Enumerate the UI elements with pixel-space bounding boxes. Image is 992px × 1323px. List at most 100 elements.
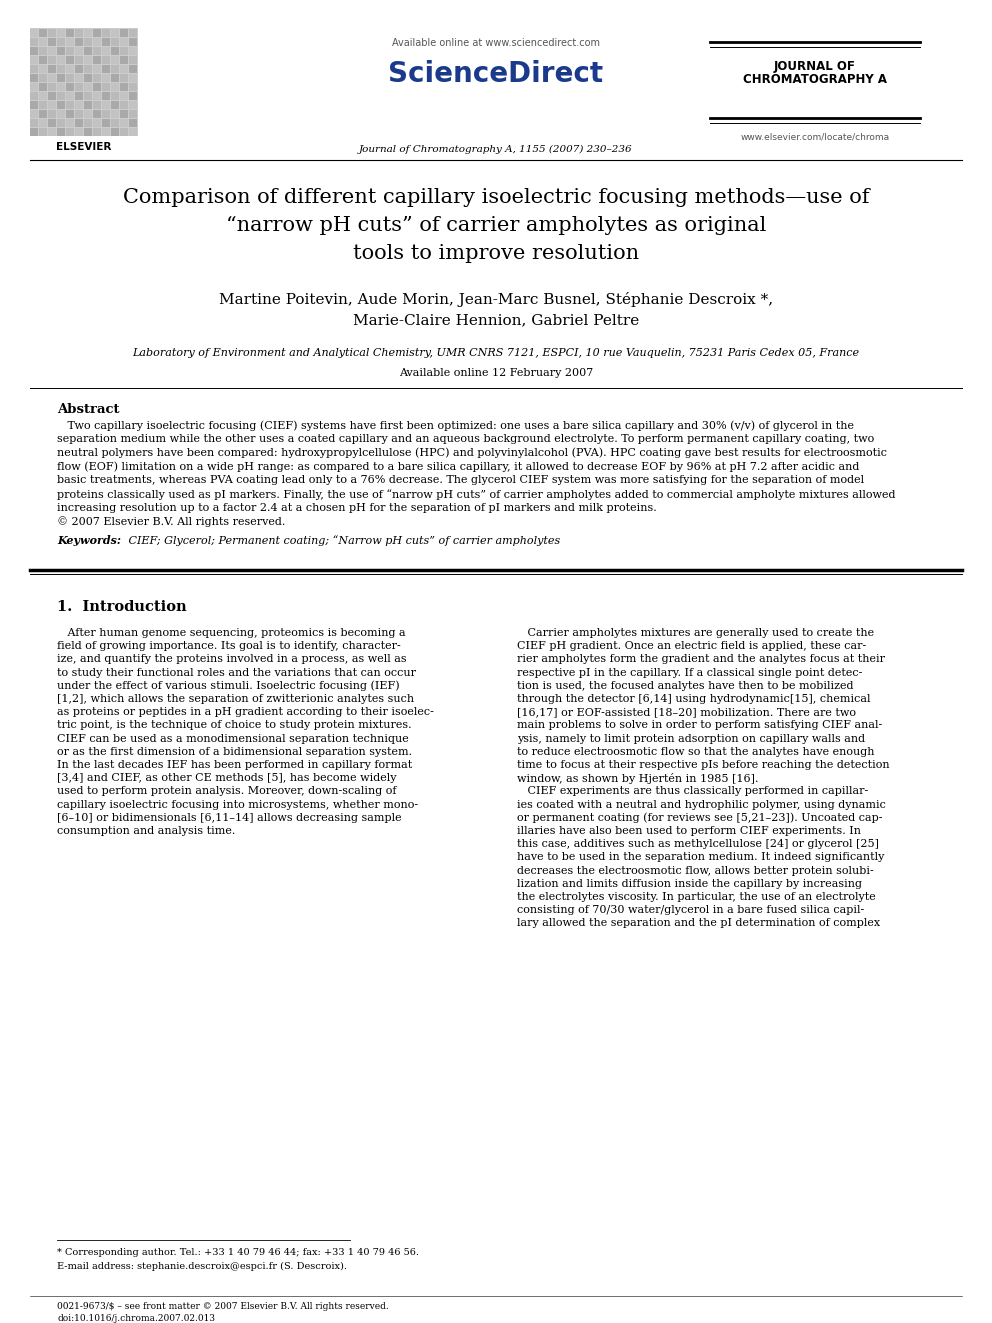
Text: 0021-9673/$ – see front matter © 2007 Elsevier B.V. All rights reserved.: 0021-9673/$ – see front matter © 2007 El… — [57, 1302, 389, 1311]
Bar — [30, 48, 38, 56]
Bar — [111, 65, 119, 73]
Bar — [111, 119, 119, 127]
Bar — [93, 56, 101, 64]
Bar — [84, 101, 92, 108]
Bar — [57, 29, 65, 37]
Bar — [75, 48, 83, 56]
Text: Abstract: Abstract — [57, 404, 119, 415]
Text: to reduce electroosmotic flow so that the analytes have enough: to reduce electroosmotic flow so that th… — [517, 746, 875, 757]
Bar — [93, 110, 101, 118]
Bar — [120, 128, 128, 136]
Text: neutral polymers have been compared: hydroxypropylcellulose (HPC) and polyvinyla: neutral polymers have been compared: hyd… — [57, 447, 887, 458]
Text: [16,17] or EOF-assisted [18–20] mobilization. There are two: [16,17] or EOF-assisted [18–20] mobiliza… — [517, 708, 856, 717]
Bar — [84, 56, 92, 64]
Bar — [57, 38, 65, 46]
Bar — [102, 29, 110, 37]
Text: window, as shown by Hjertén in 1985 [16].: window, as shown by Hjertén in 1985 [16]… — [517, 773, 759, 785]
Bar — [102, 119, 110, 127]
Bar — [57, 56, 65, 64]
Bar — [84, 29, 92, 37]
Text: CIEF; Glycerol; Permanent coating; “Narrow pH cuts” of carrier ampholytes: CIEF; Glycerol; Permanent coating; “Narr… — [125, 536, 560, 546]
Bar — [84, 110, 92, 118]
Text: ize, and quantify the proteins involved in a process, as well as: ize, and quantify the proteins involved … — [57, 655, 407, 664]
Bar — [30, 93, 38, 101]
Text: decreases the electroosmotic flow, allows better protein solubi-: decreases the electroosmotic flow, allow… — [517, 865, 874, 876]
Text: time to focus at their respective pIs before reaching the detection: time to focus at their respective pIs be… — [517, 759, 890, 770]
Bar — [39, 101, 47, 108]
Text: lization and limits diffusion inside the capillary by increasing: lization and limits diffusion inside the… — [517, 878, 862, 889]
Text: to study their functional roles and the variations that can occur: to study their functional roles and the … — [57, 668, 416, 677]
Text: proteins classically used as pI markers. Finally, the use of “narrow pH cuts” of: proteins classically used as pI markers.… — [57, 490, 896, 500]
Bar — [30, 28, 138, 136]
Text: * Corresponding author. Tel.: +33 1 40 79 46 44; fax: +33 1 40 79 46 56.: * Corresponding author. Tel.: +33 1 40 7… — [57, 1248, 419, 1257]
Bar — [57, 119, 65, 127]
Text: rier ampholytes form the gradient and the analytes focus at their: rier ampholytes form the gradient and th… — [517, 655, 885, 664]
Bar — [129, 119, 137, 127]
Bar — [57, 128, 65, 136]
Bar — [129, 56, 137, 64]
Bar — [48, 56, 56, 64]
Bar — [66, 29, 74, 37]
Text: illaries have also been used to perform CIEF experiments. In: illaries have also been used to perform … — [517, 826, 861, 836]
Bar — [39, 65, 47, 73]
Text: In the last decades IEF has been performed in capillary format: In the last decades IEF has been perform… — [57, 759, 413, 770]
Bar — [129, 48, 137, 56]
Bar — [66, 56, 74, 64]
Bar — [39, 56, 47, 64]
Bar — [30, 56, 38, 64]
Text: tools to improve resolution: tools to improve resolution — [353, 243, 639, 263]
Text: ies coated with a neutral and hydrophilic polymer, using dynamic: ies coated with a neutral and hydrophili… — [517, 799, 886, 810]
Bar — [39, 48, 47, 56]
Bar — [57, 65, 65, 73]
Bar — [57, 83, 65, 91]
Text: respective pI in the capillary. If a classical single point detec-: respective pI in the capillary. If a cla… — [517, 668, 862, 677]
Bar — [93, 29, 101, 37]
Text: lary allowed the separation and the pI determination of complex: lary allowed the separation and the pI d… — [517, 918, 880, 929]
Text: CIEF pH gradient. Once an electric field is applied, these car-: CIEF pH gradient. Once an electric field… — [517, 642, 866, 651]
Bar — [120, 74, 128, 82]
Text: © 2007 Elsevier B.V. All rights reserved.: © 2007 Elsevier B.V. All rights reserved… — [57, 516, 286, 528]
Text: ysis, namely to limit protein adsorption on capillary walls and: ysis, namely to limit protein adsorption… — [517, 733, 865, 744]
Text: this case, additives such as methylcellulose [24] or glycerol [25]: this case, additives such as methylcellu… — [517, 839, 879, 849]
Bar — [30, 110, 38, 118]
Bar — [120, 110, 128, 118]
Bar — [120, 93, 128, 101]
Text: Journal of Chromatography A, 1155 (2007) 230–236: Journal of Chromatography A, 1155 (2007)… — [359, 146, 633, 153]
Bar — [102, 93, 110, 101]
Bar — [120, 119, 128, 127]
Bar — [75, 101, 83, 108]
Bar — [75, 56, 83, 64]
Bar — [102, 83, 110, 91]
Bar — [84, 83, 92, 91]
Bar — [129, 110, 137, 118]
Bar — [111, 48, 119, 56]
Bar — [93, 119, 101, 127]
Bar — [48, 83, 56, 91]
Text: the electrolytes viscosity. In particular, the use of an electrolyte: the electrolytes viscosity. In particula… — [517, 892, 876, 902]
Bar — [75, 110, 83, 118]
Bar — [39, 29, 47, 37]
Text: as proteins or peptides in a pH gradient according to their isoelec-: as proteins or peptides in a pH gradient… — [57, 708, 434, 717]
Bar — [111, 38, 119, 46]
Bar — [102, 74, 110, 82]
Text: Available online 12 February 2007: Available online 12 February 2007 — [399, 368, 593, 378]
Text: ScienceDirect: ScienceDirect — [389, 60, 603, 89]
Bar — [75, 93, 83, 101]
Bar — [102, 48, 110, 56]
Bar — [39, 38, 47, 46]
Text: main problems to solve in order to perform satisfying CIEF anal-: main problems to solve in order to perfo… — [517, 721, 882, 730]
Text: doi:10.1016/j.chroma.2007.02.013: doi:10.1016/j.chroma.2007.02.013 — [57, 1314, 215, 1323]
Bar — [84, 93, 92, 101]
Text: through the detector [6,14] using hydrodynamic[15], chemical: through the detector [6,14] using hydrod… — [517, 695, 871, 704]
Bar — [102, 110, 110, 118]
Text: used to perform protein analysis. Moreover, down-scaling of: used to perform protein analysis. Moreov… — [57, 786, 397, 796]
Text: After human genome sequencing, proteomics is becoming a: After human genome sequencing, proteomic… — [57, 628, 406, 638]
Bar — [39, 83, 47, 91]
Bar — [48, 65, 56, 73]
Bar — [48, 48, 56, 56]
Bar — [30, 65, 38, 73]
Bar — [129, 93, 137, 101]
Bar — [120, 48, 128, 56]
Text: under the effect of various stimuli. Isoelectric focusing (IEF): under the effect of various stimuli. Iso… — [57, 681, 400, 692]
Text: or as the first dimension of a bidimensional separation system.: or as the first dimension of a bidimensi… — [57, 746, 412, 757]
